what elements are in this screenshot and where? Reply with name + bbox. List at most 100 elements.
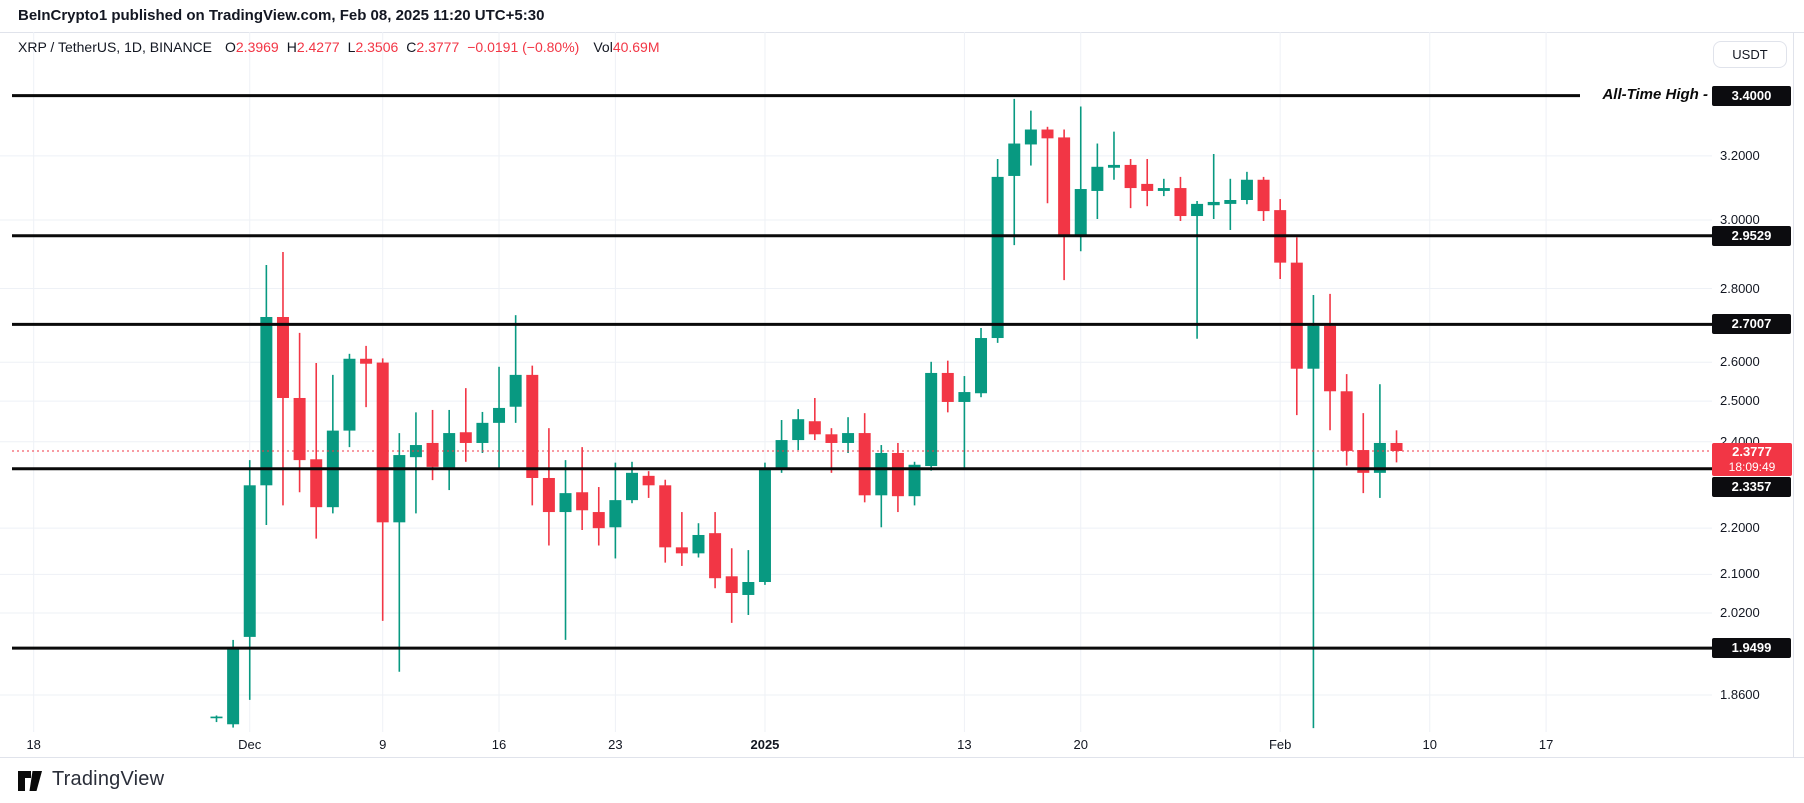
- candle-body: [958, 392, 971, 402]
- price-level-badge: 2.7007: [1712, 314, 1791, 335]
- ohlc-pair: O2.3969: [225, 39, 279, 55]
- candle-body: [576, 492, 589, 511]
- candle-body: [709, 533, 722, 579]
- candle-body: [493, 407, 506, 423]
- candle-body: [1141, 183, 1154, 191]
- candle-body: [609, 500, 622, 528]
- time-tick-label: 23: [608, 737, 623, 752]
- tradingview-logo-text: TradingView: [52, 767, 165, 790]
- ohlc-value: 2.3777: [416, 39, 460, 55]
- current-price-badge: 2.3777 18:09:49: [1712, 442, 1792, 476]
- candle-body: [1224, 199, 1237, 204]
- candle-body: [642, 475, 655, 486]
- candle-body: [742, 582, 755, 595]
- current-price-value: 2.3777: [1732, 443, 1772, 459]
- price-tick-label: 3.0000: [1720, 212, 1760, 227]
- candle-body: [1324, 325, 1337, 392]
- ohlc-value: 2.4277: [296, 39, 340, 55]
- candle-body: [592, 512, 605, 529]
- candle-body: [1124, 164, 1137, 189]
- candle-body: [692, 534, 705, 554]
- ohlc-letter: C: [406, 39, 417, 55]
- price-level-badge: 3.4000: [1712, 85, 1791, 106]
- currency-toggle-button[interactable]: USDT: [1713, 41, 1787, 68]
- candle-body: [476, 422, 489, 443]
- time-tick-label: 16: [491, 737, 507, 752]
- price-tick-label: 2.2000: [1720, 520, 1760, 536]
- header-divider: [0, 32, 1804, 33]
- price-axis[interactable]: 3.2000 3.0000 2.8000 2.6000 2.5000 2.4000 2.20…: [1712, 0, 1804, 803]
- candle-body: [1257, 179, 1270, 212]
- candle-body: [1207, 201, 1220, 206]
- candle-body: [1107, 164, 1120, 168]
- candle-body: [509, 374, 522, 407]
- candle-body: [293, 397, 306, 461]
- candle-body: [908, 464, 921, 497]
- time-tick-label: 18: [26, 737, 41, 752]
- candle-body: [526, 374, 539, 478]
- ohlc-pair: C2.3777: [406, 39, 459, 55]
- candle-body: [991, 176, 1004, 339]
- candle-body: [1191, 203, 1204, 217]
- publication-title: BeInCrypto1 published on TradingView.com…: [18, 7, 545, 24]
- candle-body: [1240, 179, 1253, 200]
- candle-body: [659, 485, 672, 548]
- time-axis-divider: [0, 757, 1804, 758]
- ohlc-letter: O: [225, 39, 236, 55]
- ohlc-value: 2.3969: [235, 39, 279, 55]
- candle-body: [825, 434, 838, 443]
- all-time-high-label: All-Time High -: [1602, 86, 1708, 103]
- time-tick-label: 10: [1422, 737, 1437, 752]
- candle-body: [891, 452, 904, 497]
- candle-body: [1373, 442, 1386, 473]
- price-axis-divider: [1793, 32, 1794, 757]
- candle-body: [276, 316, 289, 398]
- candle-body: [1390, 443, 1403, 452]
- time-tick-label: 2025: [750, 737, 780, 752]
- time-axis[interactable]: 18 Dec 9 16 23 2025 13 20 Feb 10 17: [0, 732, 1712, 757]
- tradingview-logo-icon: [18, 771, 42, 791]
- volume-group: Vol40.69M: [593, 39, 659, 55]
- price-tick-label: 2.8000: [1720, 280, 1760, 296]
- ohlc-letter: L: [347, 39, 356, 55]
- price-level-badge: 2.3357: [1712, 477, 1791, 497]
- time-tick-label: 9: [379, 737, 387, 752]
- candle-body: [626, 472, 638, 501]
- ohlc-values: O2.3969 H2.4277 L2.3506 C2.3777: [225, 39, 467, 55]
- candle-body: [459, 432, 472, 443]
- price-tick-label: 2.0200: [1720, 605, 1760, 620]
- candle-body: [941, 372, 954, 402]
- candle-body: [227, 647, 240, 725]
- candle-body: [1024, 129, 1037, 145]
- ohlc-pair: L2.3506: [348, 39, 399, 55]
- bar-close-countdown: 18:09:49: [1728, 459, 1776, 474]
- candle-body: [1157, 188, 1170, 191]
- candle-body: [360, 358, 373, 364]
- symbol-legend[interactable]: XRP / TetherUS, 1D, BINANCE O2.3969 H2.42…: [18, 39, 668, 55]
- candle-body: [792, 419, 805, 441]
- candle-body: [1074, 189, 1087, 237]
- volume-value: 40.69M: [612, 39, 660, 55]
- volume-label: Vol: [593, 39, 613, 55]
- candle-body: [376, 362, 389, 523]
- time-tick-label: Feb: [1268, 737, 1292, 752]
- time-tick-label: 17: [1538, 737, 1554, 752]
- candle-body: [1290, 262, 1303, 369]
- time-tick-label: 20: [1073, 737, 1088, 752]
- change-value: −0.0191 (−0.80%): [467, 39, 580, 55]
- candle-body: [409, 445, 422, 458]
- tradingview-logo[interactable]: TradingView: [17, 766, 164, 792]
- symbol-name: XRP / TetherUS, 1D, BINANCE: [18, 39, 212, 55]
- candle-body: [426, 442, 439, 467]
- candle-body: [310, 459, 323, 508]
- price-level-badge: 2.9529: [1712, 225, 1791, 246]
- price-tick-label: 2.6000: [1720, 354, 1760, 370]
- candle-body: [343, 358, 356, 431]
- candle-body: [1307, 325, 1320, 369]
- price-tick-label: 3.2000: [1720, 147, 1760, 163]
- candle-body: [542, 477, 555, 513]
- candle-body: [1357, 450, 1370, 473]
- candle-body: [858, 433, 871, 496]
